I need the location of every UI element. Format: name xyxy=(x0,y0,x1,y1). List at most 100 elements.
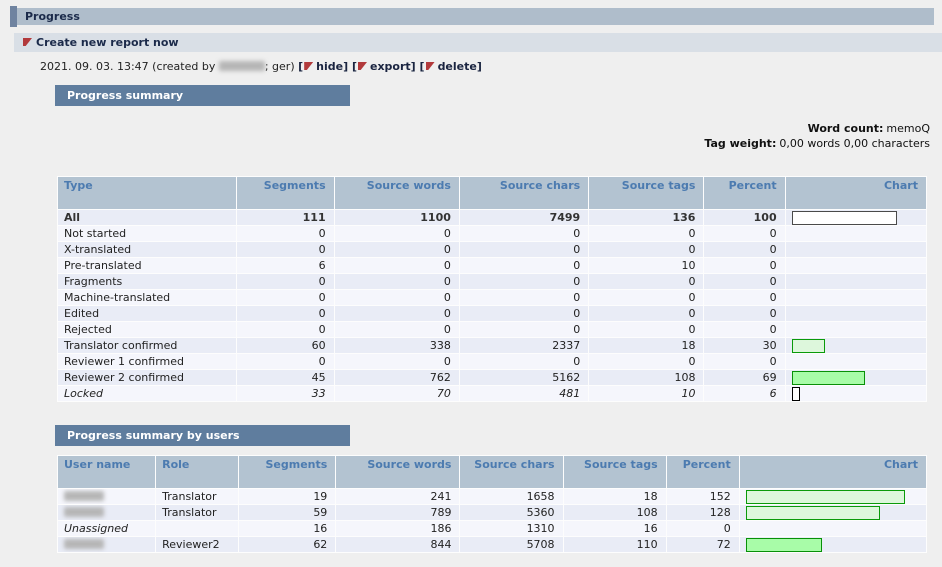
cell-source-words: 0 xyxy=(334,306,459,321)
cell-type: Pre-translated xyxy=(58,258,237,273)
report-meta-row: 2021. 09. 03. 13:47 (created by ; ger) [… xyxy=(40,59,482,75)
cell-chart xyxy=(785,370,926,385)
cell-chart xyxy=(739,489,926,504)
cell-source-chars: 0 xyxy=(459,242,589,257)
cell-type: Translator confirmed xyxy=(58,338,237,353)
cell-percent: 0 xyxy=(704,258,785,273)
cell-source-chars: 0 xyxy=(459,306,589,321)
table-row: X-translated 0 0 0 0 0 xyxy=(58,242,926,257)
cell-type: X-translated xyxy=(58,242,237,257)
column-header-source-tags: Source tags xyxy=(563,456,666,488)
cell-source-words: 789 xyxy=(336,505,460,520)
column-header-segments: Segments xyxy=(239,456,336,488)
cell-source-chars: 0 xyxy=(459,226,589,241)
cell-source-words: 844 xyxy=(336,537,460,552)
cell-source-chars: 0 xyxy=(459,322,589,337)
red-arrow-icon xyxy=(358,62,367,70)
cell-percent: 6 xyxy=(704,386,785,401)
cell-segments: 0 xyxy=(237,274,334,289)
cell-role: Reviewer2 xyxy=(156,537,239,552)
cell-source-words: 70 xyxy=(334,386,459,401)
create-report-link[interactable]: Create new report now xyxy=(14,33,942,52)
word-count-label: Word count: xyxy=(807,122,884,135)
cell-chart xyxy=(785,290,926,305)
column-header-percent: Percent xyxy=(704,177,785,209)
cell-segments: 0 xyxy=(237,290,334,305)
word-count-line: Word count: memoQ xyxy=(808,121,930,136)
word-count-value: memoQ xyxy=(886,122,930,135)
cell-source-tags: 0 xyxy=(589,290,704,305)
cell-user-name: Unassigned xyxy=(58,521,156,536)
redacted-username xyxy=(64,507,104,517)
cell-chart xyxy=(785,322,926,337)
delete-action-link[interactable]: [delete] xyxy=(419,60,482,73)
users-section-header: Progress summary by users xyxy=(55,425,350,446)
summary-section-title: Progress summary xyxy=(67,89,184,102)
column-header-chart: Chart xyxy=(785,177,926,209)
percent-bar xyxy=(791,370,865,385)
table-row: Translator confirmed 60 338 2337 18 30 xyxy=(58,338,926,353)
column-header-source-words: Source words xyxy=(334,177,459,209)
redacted-username xyxy=(64,491,104,501)
cell-segments: 19 xyxy=(239,489,336,504)
cell-source-tags: 16 xyxy=(563,521,666,536)
table-row: Not started 0 0 0 0 0 xyxy=(58,226,926,241)
cell-percent: 0 xyxy=(704,290,785,305)
red-arrow-icon xyxy=(425,62,435,70)
table-row: Unassigned 16 186 1310 16 0 xyxy=(58,521,926,536)
percent-bar xyxy=(791,386,800,401)
cell-source-tags: 136 xyxy=(589,210,704,225)
cell-source-tags: 110 xyxy=(563,537,666,552)
cell-role: Translator xyxy=(156,505,239,520)
table-row: Pre-translated 6 0 0 10 0 xyxy=(58,258,926,273)
cell-source-chars: 0 xyxy=(459,258,589,273)
cell-chart xyxy=(785,258,926,273)
cell-segments: 62 xyxy=(239,537,336,552)
cell-chart xyxy=(785,354,926,369)
cell-percent: 0 xyxy=(704,274,785,289)
cell-percent: 0 xyxy=(704,226,785,241)
table-row: Reviewer 2 confirmed 45 762 5162 108 69 xyxy=(58,370,926,385)
cell-role xyxy=(156,521,239,536)
cell-source-words: 0 xyxy=(334,290,459,305)
cell-segments: 111 xyxy=(237,210,334,225)
cell-source-words: 0 xyxy=(334,274,459,289)
cell-type: Machine-translated xyxy=(58,290,237,305)
red-arrow-icon xyxy=(23,38,32,46)
table-row: Machine-translated 0 0 0 0 0 xyxy=(58,290,926,305)
percent-bar xyxy=(745,505,880,520)
cell-source-words: 762 xyxy=(334,370,459,385)
title-accent-block xyxy=(10,6,17,27)
action-label: delete xyxy=(437,60,477,73)
cell-chart xyxy=(785,226,926,241)
cell-source-words: 1100 xyxy=(334,210,459,225)
cell-source-tags: 0 xyxy=(589,322,704,337)
cell-source-words: 0 xyxy=(334,242,459,257)
table-row: Translator 19 241 1658 18 152 xyxy=(58,489,926,504)
cell-user-name xyxy=(58,489,156,504)
cell-segments: 0 xyxy=(237,226,334,241)
page-title-bar: Progress xyxy=(17,8,934,25)
column-header-source-words: Source words xyxy=(336,456,460,488)
cell-source-chars: 5360 xyxy=(460,505,563,520)
cell-source-chars: 0 xyxy=(459,290,589,305)
cell-chart xyxy=(785,274,926,289)
table-row: Reviewer 1 confirmed 0 0 0 0 0 xyxy=(58,354,926,369)
page-title: Progress xyxy=(25,10,80,23)
export-action-link[interactable]: [export] xyxy=(351,60,420,73)
cell-segments: 59 xyxy=(239,505,336,520)
cell-source-tags: 0 xyxy=(589,354,704,369)
hide-action-link[interactable]: [hide] xyxy=(298,60,352,73)
cell-percent: 152 xyxy=(666,489,739,504)
cell-source-tags: 108 xyxy=(589,370,704,385)
cell-source-tags: 0 xyxy=(589,274,704,289)
column-header-chart: Chart xyxy=(739,456,926,488)
cell-source-words: 0 xyxy=(334,322,459,337)
cell-user-name xyxy=(58,537,156,552)
cell-chart xyxy=(739,521,926,536)
action-label: export xyxy=(370,60,411,73)
column-header-type: Type xyxy=(58,177,237,209)
column-header-percent: Percent xyxy=(666,456,739,488)
progress-summary-table: Type Segments Source words Source chars Sour… xyxy=(57,176,927,402)
